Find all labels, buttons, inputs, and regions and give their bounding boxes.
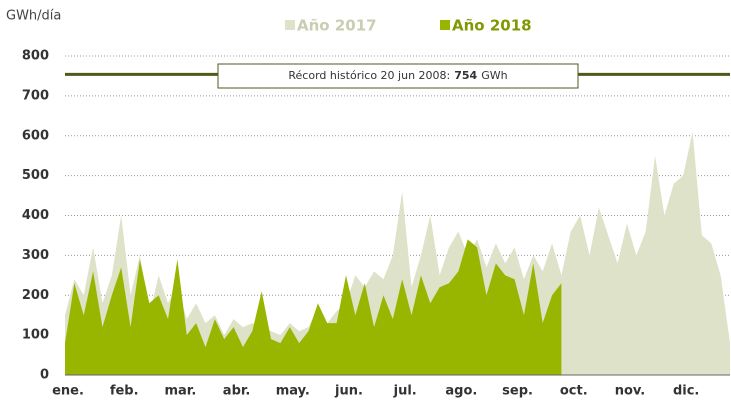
- y-tick-label: 200: [22, 288, 49, 303]
- legend-swatch: [440, 20, 450, 30]
- x-tick-label: nov.: [615, 384, 646, 399]
- y-tick-label: 100: [22, 328, 49, 343]
- record-annotation: Récord histórico 20 jun 2008: 754 GWh: [288, 69, 507, 82]
- legend-label: Año 2017: [297, 17, 377, 35]
- x-tick-label: jun.: [334, 384, 363, 399]
- area: [65, 239, 562, 375]
- record-label: Récord histórico 20 jun 2008:: [288, 69, 450, 82]
- y-tick-label: 300: [22, 248, 49, 263]
- record-box: [217, 63, 579, 89]
- y-tick-label: 800: [22, 49, 49, 64]
- x-tick-label: sep.: [502, 384, 533, 399]
- x-tick-label: ene.: [52, 384, 84, 399]
- record-value: 754: [454, 69, 477, 82]
- x-tick-label: feb.: [110, 384, 139, 399]
- y-axis-label: GWh/día: [6, 9, 61, 24]
- x-tick-label: oct.: [560, 384, 588, 399]
- y-tick-label: 400: [22, 208, 49, 223]
- x-tick-label: dic.: [673, 384, 699, 399]
- x-tick-label: mar.: [164, 384, 196, 399]
- x-tick-label: abr.: [223, 384, 251, 399]
- legend-swatch: [285, 20, 295, 30]
- area: [65, 131, 730, 375]
- x-tick-label: may.: [276, 384, 310, 399]
- y-tick-label: 600: [22, 128, 49, 143]
- x-tick-label: ago.: [445, 384, 477, 399]
- y-tick-label: 500: [22, 168, 49, 183]
- y-tick-label: 0: [40, 368, 49, 383]
- y-tick-label: 700: [22, 88, 49, 103]
- record-unit: GWh: [481, 69, 507, 82]
- x-tick-label: jul.: [393, 384, 417, 399]
- legend-label: Año 2018: [452, 17, 532, 35]
